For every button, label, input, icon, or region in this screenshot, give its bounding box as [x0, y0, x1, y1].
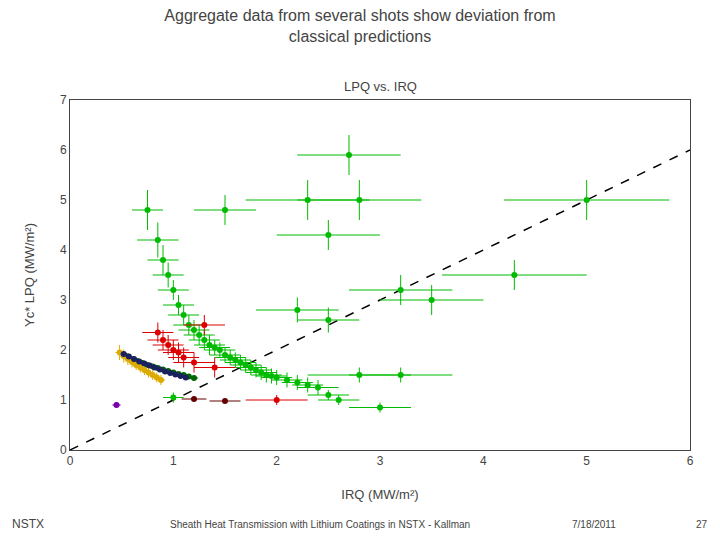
svg-text:5: 5 — [583, 454, 590, 468]
svg-text:1: 1 — [60, 393, 67, 407]
svg-text:7: 7 — [60, 93, 67, 107]
svg-text:5: 5 — [60, 193, 67, 207]
svg-text:2: 2 — [60, 343, 67, 357]
svg-text:IRQ (MW/m²): IRQ (MW/m²) — [341, 487, 418, 502]
svg-text:Υc* LPQ (MW/m²): Υc* LPQ (MW/m²) — [22, 223, 37, 327]
svg-text:NSTX: NSTX — [12, 517, 44, 531]
svg-text:4: 4 — [480, 454, 487, 468]
svg-text:LPQ vs. IRQ: LPQ vs. IRQ — [344, 79, 417, 94]
svg-text:27: 27 — [696, 519, 708, 530]
svg-text:Sheath Heat Transmission with: Sheath Heat Transmission with Lithium Co… — [170, 519, 470, 530]
svg-text:6: 6 — [687, 454, 694, 468]
svg-text:0: 0 — [67, 454, 74, 468]
svg-text:0: 0 — [60, 443, 67, 457]
svg-text:7/18/2011: 7/18/2011 — [572, 519, 616, 530]
svg-text:6: 6 — [60, 143, 67, 157]
svg-text:1: 1 — [170, 454, 177, 468]
svg-text:4: 4 — [60, 243, 67, 257]
svg-text:2: 2 — [273, 454, 280, 468]
svg-text:3: 3 — [60, 293, 67, 307]
svg-text:Aggregate data from several sh: Aggregate data from several shots show d… — [164, 7, 555, 45]
svg-text:3: 3 — [377, 454, 384, 468]
